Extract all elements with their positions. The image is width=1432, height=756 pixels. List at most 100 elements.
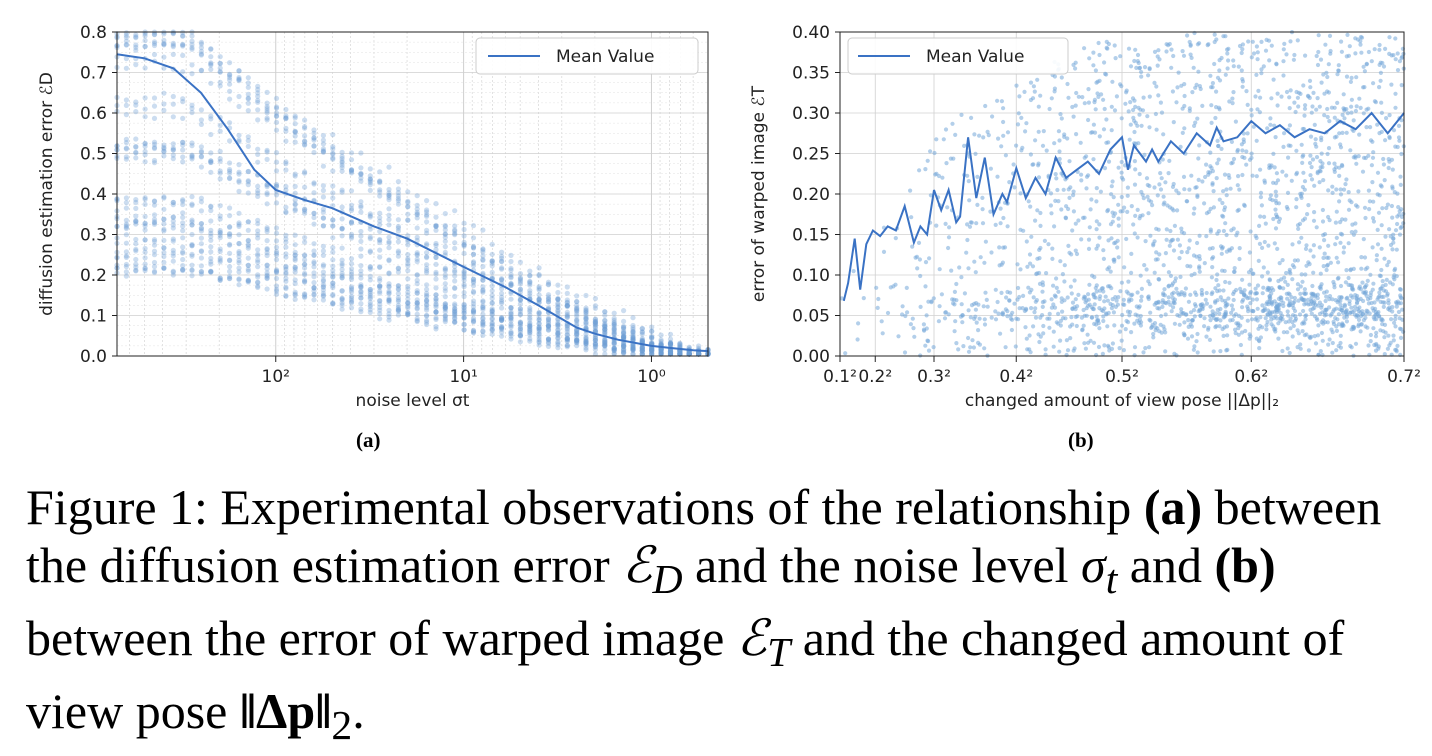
chart-b-point <box>1010 310 1015 315</box>
chart-a-point <box>320 290 326 296</box>
chart-b-point <box>1001 106 1006 111</box>
chart-a-point <box>320 215 326 221</box>
chart-b-point <box>1399 207 1404 212</box>
chart-b-point <box>1196 156 1201 161</box>
chart-b-point <box>1393 228 1399 233</box>
chart-b-point <box>1181 174 1187 179</box>
chart-a-point <box>320 248 326 254</box>
chart-b-ytick-label: 0.40 <box>792 23 830 43</box>
chart-b-point <box>1068 284 1073 289</box>
chart-b-point <box>1306 302 1311 307</box>
chart-b-point <box>1296 331 1301 336</box>
chart-b-point <box>995 174 1000 179</box>
chart-a-point <box>161 65 167 71</box>
chart-b-point <box>1345 111 1350 116</box>
chart-a-point <box>273 238 280 244</box>
chart-b-point <box>1267 294 1273 299</box>
chart-a-point <box>499 317 505 323</box>
chart-a-point <box>696 343 702 349</box>
chart-b-point <box>1255 57 1260 62</box>
chart-a-point <box>330 249 336 255</box>
chart-a-point <box>696 351 702 357</box>
chart-b-point <box>1374 258 1379 263</box>
chart-b-point <box>995 98 1000 103</box>
chart-a-point <box>480 299 486 305</box>
chart-b-point <box>1368 272 1373 277</box>
chart-b-point <box>1321 264 1326 269</box>
chart-a-point <box>273 244 280 250</box>
chart-b-point <box>1189 55 1194 61</box>
chart-a-point <box>452 278 458 284</box>
chart-b-point <box>1172 321 1177 326</box>
chart-b-point <box>1387 113 1392 118</box>
chart-b-point <box>1132 353 1137 358</box>
chart-a-point <box>245 182 251 188</box>
chart-a-point <box>283 285 289 292</box>
chart-b-point <box>1086 117 1091 123</box>
chart-a-point <box>311 135 317 141</box>
chart-b-point <box>1317 300 1322 305</box>
chart-b-point <box>1131 222 1136 227</box>
chart-a-point <box>574 293 580 299</box>
chart-a-point <box>395 186 401 192</box>
chart-a-point <box>517 308 524 314</box>
chart-b-point <box>1239 50 1244 56</box>
chart-a-point <box>302 294 308 300</box>
chart-b-point <box>1005 130 1011 135</box>
chart-a-point <box>470 260 477 266</box>
chart-a-point <box>142 140 148 146</box>
chart-a-point <box>583 340 589 346</box>
chart-b-point <box>1118 289 1123 294</box>
chart-a-point <box>348 157 355 163</box>
chart-a-point <box>658 338 664 344</box>
chart-b-point <box>1310 292 1315 297</box>
chart-a-point <box>480 315 486 321</box>
chart-b-point <box>1234 287 1239 293</box>
chart-a-point <box>227 60 233 66</box>
chart-b-point <box>1391 236 1396 241</box>
chart-a-point <box>367 286 373 293</box>
chart-b-point <box>1335 100 1340 105</box>
chart-b-point <box>1364 125 1369 130</box>
chart-b-point <box>1066 95 1071 100</box>
chart-b-point <box>1371 281 1376 286</box>
chart-a-point <box>696 351 702 357</box>
chart-a-point <box>292 277 298 283</box>
chart-b-point <box>1070 104 1075 110</box>
chart-a-point <box>499 316 505 322</box>
chart-a-point <box>555 330 561 336</box>
chart-a-point <box>151 198 158 204</box>
chart-b-point <box>1218 295 1223 300</box>
chart-b-point <box>1089 197 1094 202</box>
chart-b-point <box>1070 228 1075 233</box>
chart-a-point <box>574 332 580 338</box>
chart-a-point <box>283 271 289 277</box>
chart-a-point <box>330 183 336 189</box>
chart-b-point <box>1232 269 1237 274</box>
chart-a-point <box>302 261 308 267</box>
chart-a-point <box>245 75 251 81</box>
chart-b-point <box>1123 327 1128 332</box>
chart-a-point <box>564 323 570 329</box>
chart-a-point <box>395 266 401 272</box>
chart-a-point <box>227 166 233 173</box>
chart-a-point <box>208 150 214 156</box>
chart-b-point <box>1170 281 1175 286</box>
chart-a-point <box>433 223 439 229</box>
chart-a-point <box>555 322 561 328</box>
chart-b-point <box>1106 159 1112 164</box>
chart-a-point <box>283 269 289 276</box>
chart-a-point <box>208 255 214 261</box>
chart-a-point <box>302 292 308 298</box>
chart-a-point <box>545 305 552 311</box>
chart-b-point <box>1209 103 1214 108</box>
chart-b-point <box>1285 309 1290 314</box>
chart-b-point <box>1056 321 1061 326</box>
chart-b-point <box>1188 310 1194 315</box>
chart-a-point <box>499 300 505 306</box>
chart-a-point <box>264 250 270 256</box>
chart-b-point <box>943 310 948 315</box>
chart-b-point <box>1182 231 1187 236</box>
chart-b-point <box>1336 260 1341 265</box>
chart-a-point <box>433 304 439 310</box>
